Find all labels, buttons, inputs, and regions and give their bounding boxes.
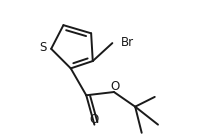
- Text: Br: Br: [121, 36, 134, 49]
- Text: O: O: [90, 113, 99, 126]
- Text: O: O: [110, 80, 119, 93]
- Text: S: S: [40, 41, 47, 54]
